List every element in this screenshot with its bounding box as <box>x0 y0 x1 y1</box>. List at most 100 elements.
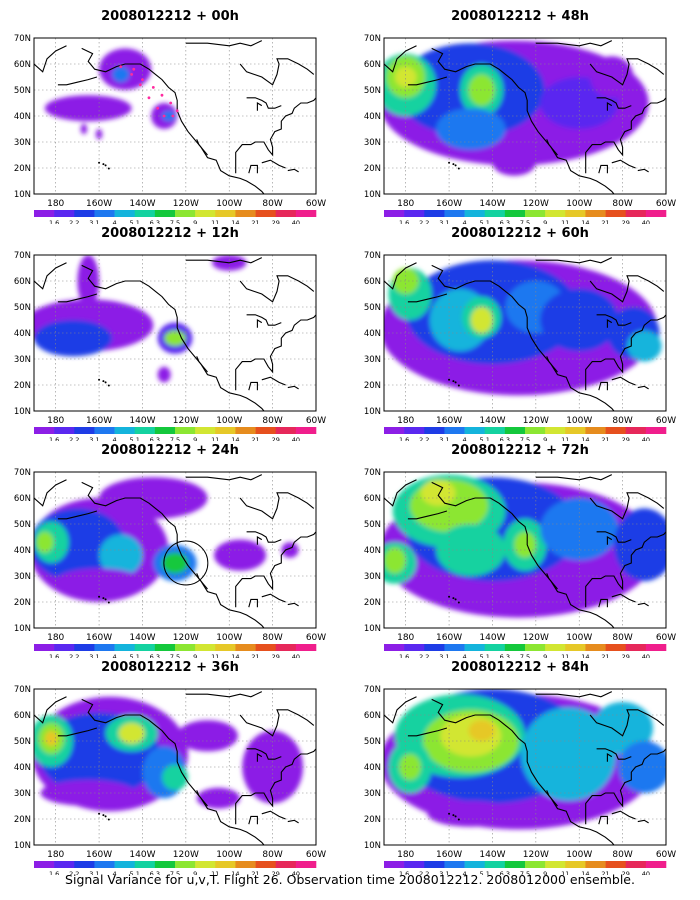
colorbar-swatch <box>384 427 405 434</box>
coastline <box>384 262 417 290</box>
lon-tick-label: 140W <box>129 633 155 643</box>
coastline <box>665 260 666 261</box>
lat-tick-label: 30N <box>364 572 381 582</box>
island <box>457 384 460 387</box>
colorbar-swatch <box>134 210 156 217</box>
lat-tick-label: 60N <box>14 711 31 721</box>
lat-tick-label: 30N <box>14 572 31 582</box>
colorbar-label: 14 <box>231 219 239 224</box>
colorbar-swatch <box>134 427 156 434</box>
coastline <box>598 598 608 608</box>
variance-contour <box>592 702 653 754</box>
colorbar-label: 1.6 <box>49 436 59 441</box>
figure-caption: Signal Variance for u,v,T. Flight 26. Ob… <box>65 872 635 887</box>
coastline <box>235 314 316 391</box>
colorbar-label: 7.5 <box>520 870 530 875</box>
colorbar-swatch <box>94 861 115 868</box>
colorbar-label: 7.5 <box>170 219 180 224</box>
colorbar-swatch <box>404 427 425 434</box>
colorbar-swatch <box>565 861 586 868</box>
coastline <box>81 481 265 628</box>
coastline <box>256 753 263 762</box>
coastlines <box>384 255 666 411</box>
lon-tick-label: 80W <box>612 416 632 426</box>
colorbar-swatch <box>545 427 566 434</box>
map-panel: 2008012212 + 60h 70N 60N 50N 40N 30N 20N 10N 180… <box>350 225 690 441</box>
lat-tick-label: 10N <box>14 624 31 634</box>
lon-tick-label: 120W <box>173 416 199 426</box>
map-plot: 70N 60N 50N 40N 30N 20N 10N 180 160W 140W 120W 100W… <box>364 685 676 875</box>
panel-title: 2008012212 + 12h <box>101 226 239 241</box>
colorbar-label: 6.3 <box>150 436 160 441</box>
colorbar-label: 11 <box>211 436 219 441</box>
coastline <box>546 573 558 590</box>
colorbar-label: 5.1 <box>480 870 490 875</box>
gridlines <box>384 255 666 411</box>
colorbar-label: 5.1 <box>130 653 140 658</box>
colorbar-label: 21 <box>251 870 259 875</box>
lat-tick-label: 40N <box>364 763 381 773</box>
colorbar-swatch <box>215 427 236 434</box>
coastline <box>585 97 666 174</box>
colorbar-swatch <box>154 644 176 651</box>
variance-contour <box>470 307 493 333</box>
map-frame <box>33 688 317 846</box>
colorbar-swatch <box>424 427 445 434</box>
colorbar-swatch <box>384 861 405 868</box>
colorbar-swatch <box>114 210 136 217</box>
variance-contour <box>99 534 143 576</box>
colorbar-swatch <box>54 427 75 434</box>
dropsonde-marker <box>147 96 151 100</box>
coastline <box>665 477 666 478</box>
map-frame <box>33 254 317 412</box>
coastline <box>431 698 615 845</box>
colorbar-swatch <box>525 210 546 217</box>
variance-contour <box>492 149 536 176</box>
variance-contour <box>214 539 267 571</box>
island <box>102 163 105 166</box>
colorbar-label: 7.5 <box>170 436 180 441</box>
lon-tick-label: 60W <box>656 199 676 209</box>
colorbar-label: 29 <box>272 653 280 658</box>
coastline <box>665 694 666 695</box>
lat-tick-label: 70N <box>14 468 31 478</box>
gridlines <box>34 472 316 628</box>
lat-tick-label: 70N <box>364 34 381 44</box>
island <box>107 384 110 387</box>
colorbar-label: 4 <box>113 436 117 441</box>
lat-tick-label: 50N <box>364 86 381 96</box>
coastline <box>598 381 608 391</box>
colorbar-label: 4 <box>463 436 467 441</box>
coastlines <box>34 38 316 194</box>
variance-contour <box>44 730 58 747</box>
coastline <box>407 293 448 303</box>
lat-tick-label: 10N <box>364 841 381 851</box>
lat-tick-label: 40N <box>14 763 31 773</box>
colorbar-swatch <box>625 861 647 868</box>
colorbar-swatch <box>484 210 506 217</box>
coastline <box>246 97 282 109</box>
coastline <box>315 694 316 695</box>
island <box>448 378 451 381</box>
colorbar-swatch <box>275 427 297 434</box>
colorbar-label: 40 <box>642 219 650 224</box>
gridlines <box>384 472 666 628</box>
colorbar-swatch <box>154 427 176 434</box>
variance-contour <box>399 754 421 780</box>
colorbar-label: 14 <box>581 870 589 875</box>
lon-tick-label: 140W <box>479 416 505 426</box>
lat-tick-label: 10N <box>14 190 31 200</box>
lon-tick-label: 140W <box>479 850 505 860</box>
coastlines <box>34 255 316 411</box>
colorbar-label: 2.2 <box>419 653 429 658</box>
colorbar-label: 4 <box>463 870 467 875</box>
coastline <box>235 748 316 825</box>
island <box>107 601 110 604</box>
variance-contour <box>161 552 189 574</box>
lat-tick-label: 50N <box>14 86 31 96</box>
coastline <box>248 815 258 825</box>
variance-contour <box>468 74 495 106</box>
colorbar-label: 7.5 <box>520 219 530 224</box>
coastline <box>611 810 636 820</box>
colorbar-swatch <box>74 644 95 651</box>
